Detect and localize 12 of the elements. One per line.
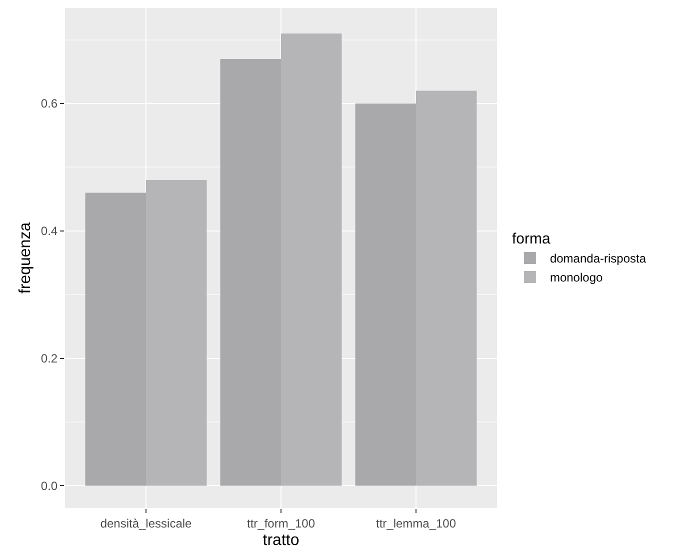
x-axis-title: tratto	[262, 532, 300, 550]
y-tick-label: 0.4	[40, 224, 58, 238]
x-tick-label: densità_lessicale	[100, 516, 192, 530]
legend-label: monologo	[550, 270, 603, 285]
y-tick-label: 0.6	[40, 96, 58, 111]
y-tick-label: 0.2	[40, 352, 58, 366]
x-tick-label: ttr_form_100	[246, 516, 316, 530]
legend-title: forma	[512, 230, 551, 248]
y-tick-label: 0.0	[40, 478, 58, 493]
legend-label: domanda-risposta	[550, 252, 646, 266]
x-tick-label: ttr_lemma_100	[376, 516, 456, 530]
y-axis-title: frequenza	[16, 222, 34, 294]
